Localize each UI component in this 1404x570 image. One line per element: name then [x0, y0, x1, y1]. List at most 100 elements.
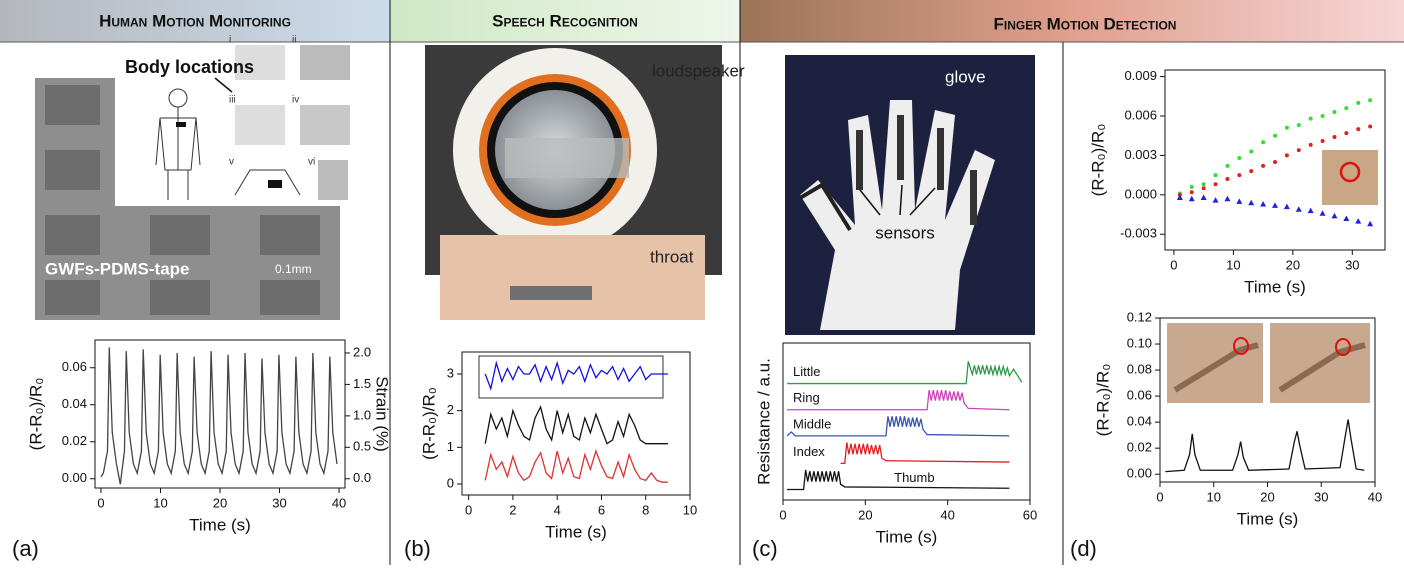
x-tick-label: 0 [97, 495, 104, 510]
x-tick-label: 20 [858, 507, 872, 522]
x-tick-label: 40 [1368, 489, 1382, 504]
point [1214, 173, 1218, 177]
y-tick-label: 1 [447, 439, 454, 454]
y-tick-label: 3 [447, 365, 454, 380]
finger-photos [1167, 323, 1370, 403]
point [1261, 164, 1265, 168]
y-axis-label: (R-R₀)/R₀ [26, 378, 45, 451]
x-axis-label: Time (s) [189, 515, 251, 534]
panel-label: (b) [404, 536, 431, 561]
point [1260, 201, 1266, 207]
point [1236, 198, 1242, 204]
plot-frame [95, 340, 345, 488]
y-axis-label: (R-R₀)/R₀ [1088, 124, 1107, 197]
y-tick-label: 2 [447, 402, 454, 417]
point [1332, 135, 1336, 139]
y-tick-label: 0.06 [62, 359, 87, 374]
y-axis-label: (R-R₀)/R₀ [419, 387, 438, 460]
x-tick-label: 10 [153, 495, 167, 510]
section-title: Speech Recognition [492, 11, 638, 30]
point [1261, 140, 1265, 144]
y-tick-label: 0.02 [62, 433, 87, 448]
x-tick-label: 0 [1170, 257, 1177, 272]
x-tick-label: 30 [1345, 257, 1359, 272]
point [1202, 186, 1206, 190]
section-title: Human Motion Monitoring [99, 11, 291, 30]
point [1343, 215, 1349, 221]
point [1332, 110, 1336, 114]
x-tick-label: 30 [272, 495, 286, 510]
y-tick-label: 0.08 [1127, 362, 1152, 377]
y2-tick-label: 2.0 [353, 344, 371, 359]
point [1225, 177, 1229, 181]
numeral: ii [292, 35, 296, 46]
photo-label: Body locations [125, 57, 254, 77]
point [1368, 124, 1372, 128]
series-line [787, 390, 1009, 410]
y2-tick-label: 1.5 [353, 376, 371, 391]
series-line [1165, 420, 1364, 472]
x-tick-label: 40 [332, 495, 346, 510]
y-axis-label: Resistance / a.u. [754, 358, 773, 485]
point [1297, 123, 1301, 127]
point [1309, 143, 1313, 147]
point [1320, 210, 1326, 216]
finger-inset [1322, 150, 1378, 205]
x-axis-label: Time (s) [545, 522, 607, 541]
point [1224, 196, 1230, 202]
point [1285, 153, 1289, 157]
point [1344, 106, 1348, 110]
point [1285, 126, 1289, 130]
series-label: Little [793, 364, 820, 379]
series-label: Ring [793, 390, 820, 405]
point [1201, 194, 1207, 200]
point [1296, 206, 1302, 212]
point [1225, 164, 1229, 168]
y-tick-label: 0.06 [1127, 388, 1152, 403]
point [1237, 156, 1241, 160]
x-axis-label: Time (s) [1237, 509, 1299, 528]
point [1284, 204, 1290, 210]
point [1213, 197, 1219, 203]
x-tick-label: 0 [465, 502, 472, 517]
y-tick-label: 0.10 [1127, 335, 1152, 350]
series-line [485, 363, 668, 389]
y-tick-label: -0.003 [1120, 226, 1157, 241]
point [1321, 139, 1325, 143]
series-label: Middle [793, 416, 831, 431]
point [1273, 160, 1277, 164]
point [1356, 101, 1360, 105]
point [1331, 213, 1337, 219]
point [1297, 148, 1301, 152]
x-tick-label: 10 [683, 502, 697, 517]
x-tick-label: 20 [213, 495, 227, 510]
point [1249, 169, 1253, 173]
y-tick-label: 0 [447, 475, 454, 490]
x-axis-label: Time (s) [1244, 277, 1306, 296]
point [1308, 208, 1314, 214]
photo-label: glove [945, 67, 986, 86]
x-tick-label: 40 [940, 507, 954, 522]
x-tick-label: 8 [642, 502, 649, 517]
numeral: v [229, 157, 234, 168]
photo-label: GWFs-PDMS-tape [45, 259, 190, 278]
y-tick-label: 0.12 [1127, 309, 1152, 324]
point [1367, 221, 1373, 227]
point [1202, 182, 1206, 186]
point [1190, 190, 1194, 194]
x-tick-label: 10 [1207, 489, 1221, 504]
series-line [841, 442, 1010, 463]
y-tick-label: 0.00 [62, 470, 87, 485]
x-tick-label: 6 [598, 502, 605, 517]
x-tick-label: 20 [1260, 489, 1274, 504]
point [1273, 134, 1277, 138]
photo-label: throat [650, 247, 694, 266]
section-title: Finger Motion Detection [994, 14, 1177, 33]
y2-tick-label: 0.0 [353, 470, 371, 485]
y2-tick-label: 0.5 [353, 439, 371, 454]
point [1214, 182, 1218, 186]
numeral: i [229, 35, 231, 46]
point [1344, 131, 1348, 135]
point [1272, 202, 1278, 208]
point [1249, 149, 1253, 153]
